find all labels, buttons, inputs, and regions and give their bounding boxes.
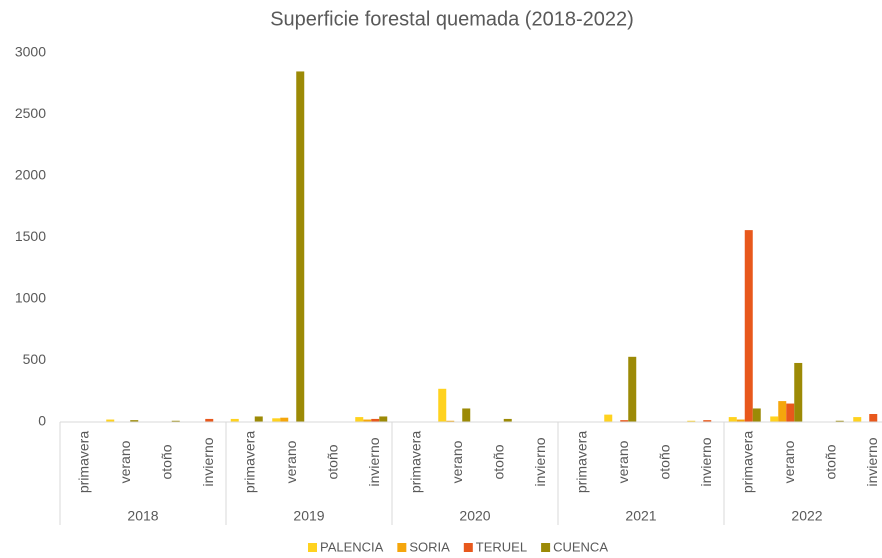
bar bbox=[794, 362, 803, 422]
x-tick-label: verano bbox=[615, 440, 631, 483]
group-label: 2022 bbox=[791, 508, 822, 524]
x-tick-label: otoño bbox=[324, 444, 340, 479]
bar bbox=[835, 420, 844, 422]
bar bbox=[205, 418, 214, 422]
bar bbox=[363, 419, 372, 422]
bar bbox=[106, 419, 115, 422]
x-tick-label: verano bbox=[781, 440, 797, 483]
bar bbox=[703, 420, 712, 422]
bar bbox=[869, 414, 878, 422]
bar bbox=[604, 414, 613, 422]
bar bbox=[272, 418, 281, 422]
x-tick-label: verano bbox=[283, 440, 299, 483]
bar bbox=[438, 388, 447, 422]
x-tick-label: invierno bbox=[200, 437, 216, 486]
x-tick-label: primavera bbox=[407, 431, 423, 493]
y-tick-label: 1000 bbox=[15, 290, 46, 306]
bar bbox=[770, 416, 779, 422]
bar bbox=[628, 356, 637, 422]
x-tick-label: primavera bbox=[573, 431, 589, 493]
bar bbox=[371, 418, 380, 422]
bar bbox=[462, 408, 471, 422]
bar bbox=[254, 416, 263, 422]
legend-label: SORIA bbox=[409, 539, 450, 554]
bar bbox=[744, 230, 753, 422]
bar bbox=[620, 420, 629, 422]
chart-title: Superficie forestal quemada (2018-2022) bbox=[270, 8, 634, 30]
bar bbox=[778, 401, 787, 422]
bar bbox=[130, 420, 139, 422]
x-tick-label: invierno bbox=[864, 437, 880, 486]
group-label: 2021 bbox=[625, 508, 656, 524]
y-tick-label: 0 bbox=[38, 413, 46, 429]
x-tick-label: invierno bbox=[366, 437, 382, 486]
group-label: 2020 bbox=[459, 508, 490, 524]
bar bbox=[446, 420, 455, 422]
x-tick-label: primavera bbox=[75, 431, 91, 493]
bar bbox=[379, 416, 388, 422]
legend-label: TERUEL bbox=[476, 539, 527, 554]
bar bbox=[687, 420, 696, 422]
bar bbox=[503, 418, 512, 422]
x-tick-label: otoño bbox=[490, 444, 506, 479]
y-tick-label: 1500 bbox=[15, 228, 46, 244]
x-tick-label: verano bbox=[117, 440, 133, 483]
y-tick-label: 2000 bbox=[15, 167, 46, 183]
legend-swatch bbox=[397, 543, 407, 552]
x-tick-label: otoño bbox=[822, 444, 838, 479]
group-label: 2019 bbox=[293, 508, 324, 524]
bar bbox=[786, 403, 795, 422]
bar bbox=[230, 418, 239, 422]
bar bbox=[280, 417, 289, 422]
legend-swatch bbox=[307, 543, 317, 552]
x-tick-label: primavera bbox=[739, 431, 755, 493]
legend-label: CUENCA bbox=[553, 539, 608, 554]
y-tick-label: 3000 bbox=[15, 44, 46, 60]
x-tick-label: verano bbox=[449, 440, 465, 483]
x-tick-label: otoño bbox=[656, 444, 672, 479]
group-label: 2018 bbox=[127, 508, 158, 524]
x-tick-label: otoño bbox=[158, 444, 174, 479]
bar bbox=[296, 71, 305, 422]
bar bbox=[752, 408, 761, 422]
legend-swatch bbox=[463, 543, 473, 552]
bar bbox=[355, 417, 364, 422]
y-tick-label: 2500 bbox=[15, 105, 46, 121]
bar bbox=[171, 420, 180, 422]
bar bbox=[728, 417, 737, 422]
legend-label: PALENCIA bbox=[320, 539, 384, 554]
bar bbox=[736, 419, 745, 422]
y-tick-label: 500 bbox=[23, 351, 47, 367]
x-tick-label: invierno bbox=[698, 437, 714, 486]
x-tick-label: primavera bbox=[241, 431, 257, 493]
legend-swatch bbox=[541, 543, 551, 552]
x-tick-label: invierno bbox=[532, 437, 548, 486]
bar bbox=[853, 417, 862, 422]
